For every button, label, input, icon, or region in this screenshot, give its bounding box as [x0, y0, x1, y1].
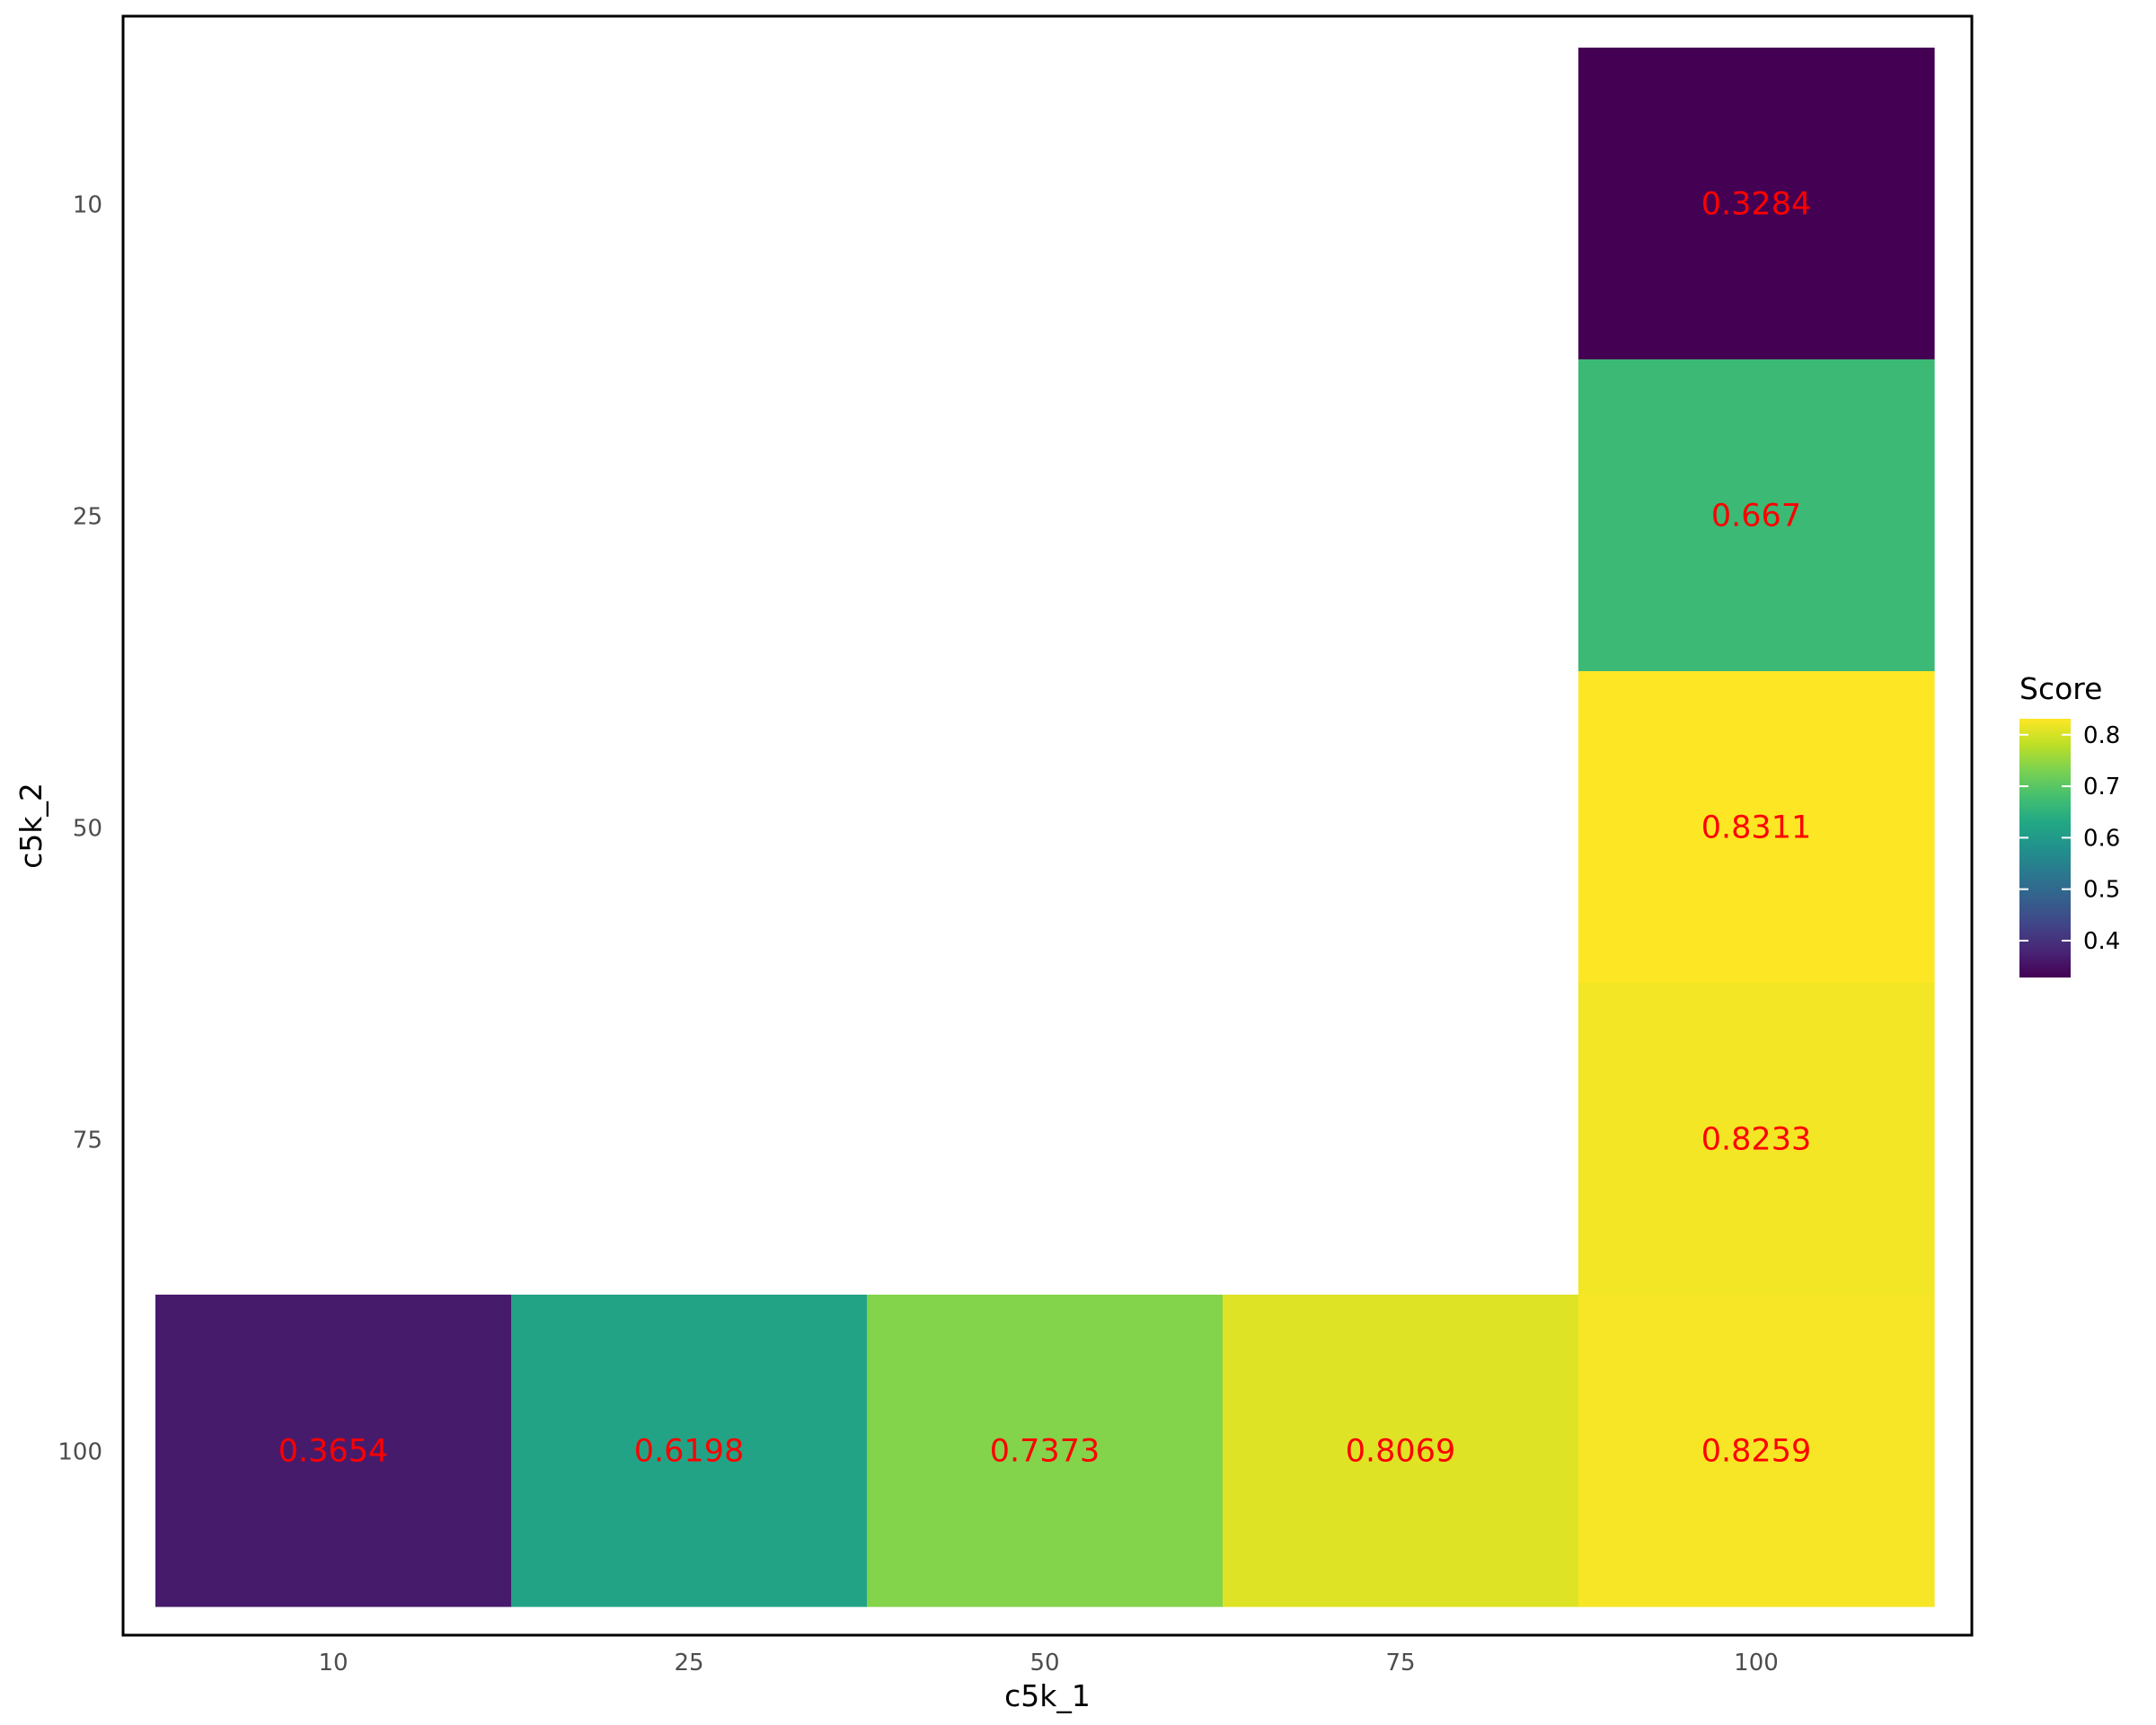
- heatmap-cell-10-100: [155, 1295, 512, 1607]
- x-axis-ticks: 10 25 50 75 100: [318, 1650, 1778, 1676]
- legend-tick-label: 0.7: [2083, 774, 2120, 801]
- cell-value-label: 0.8069: [1346, 1434, 1455, 1470]
- legend-colorbar: [2019, 719, 2071, 978]
- legend-tick-label: 0.5: [2083, 877, 2120, 904]
- heatmap-cell-100-50: [1578, 671, 1935, 984]
- y-tick-label: 50: [73, 816, 102, 843]
- heatmap-cell-100-100: [1578, 1295, 1935, 1607]
- heatmap-cell-100-25: [1578, 359, 1935, 672]
- cell-value-label: 0.3284: [1701, 187, 1811, 223]
- legend-tick-label: 0.6: [2083, 825, 2120, 852]
- cell-labels-layer: 0.3284 0.667 0.8311 0.8233 0.3654 0.6198 0.737…: [278, 187, 1811, 1470]
- cell-value-label: 0.3654: [278, 1434, 388, 1470]
- heatmap-cell-100-75: [1578, 983, 1935, 1296]
- y-axis-title: c5k_2: [13, 783, 49, 869]
- legend-ticks: 0.4 0.5 0.6 0.7 0.8: [2019, 722, 2120, 955]
- cell-value-label: 0.8311: [1701, 810, 1811, 846]
- heatmap-cell-100-10: [1578, 48, 1935, 360]
- heatmap-cell-75-100: [1223, 1295, 1579, 1607]
- cells-layer: [155, 48, 1935, 1607]
- y-tick-label: 10: [73, 192, 102, 219]
- x-axis-title: c5k_1: [1004, 1678, 1091, 1713]
- legend-tick-label: 0.4: [2083, 928, 2120, 955]
- heatmap-cell-25-100: [511, 1295, 868, 1607]
- x-tick-label: 25: [674, 1650, 703, 1676]
- legend-tick-label: 0.8: [2083, 722, 2120, 749]
- x-tick-label: 50: [1029, 1650, 1059, 1676]
- y-tick-label: 100: [57, 1439, 102, 1466]
- panel-border: [121, 14, 1974, 1637]
- y-tick-label: 75: [73, 1128, 102, 1154]
- cell-value-label: 0.8259: [1701, 1434, 1811, 1470]
- legend-title: Score: [2019, 671, 2102, 706]
- x-tick-label: 100: [1734, 1650, 1779, 1676]
- cell-value-label: 0.8233: [1701, 1122, 1811, 1158]
- cell-value-label: 0.667: [1711, 499, 1801, 535]
- y-tick-label: 25: [73, 504, 102, 531]
- y-axis-ticks: 10 25 50 75 100: [57, 192, 102, 1466]
- cell-value-label: 0.7373: [990, 1434, 1100, 1470]
- heatmap-cell-50-100: [867, 1295, 1224, 1607]
- x-tick-label: 10: [318, 1650, 348, 1676]
- cell-value-label: 0.6198: [634, 1434, 744, 1470]
- color-legend: Score 0.4 0.5 0.6 0.7 0.8: [2019, 671, 2120, 978]
- x-tick-label: 75: [1385, 1650, 1415, 1676]
